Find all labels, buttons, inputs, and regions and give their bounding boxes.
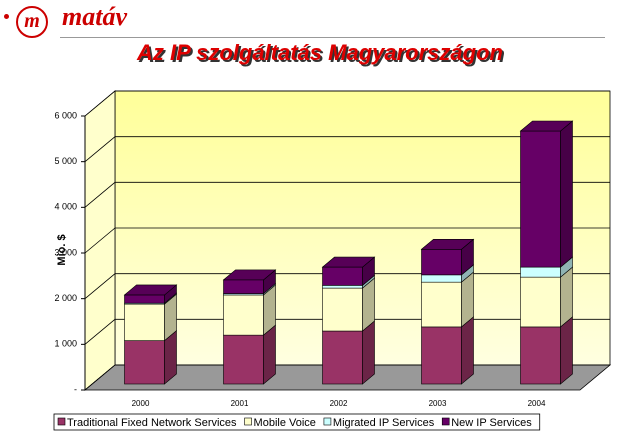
bar-top	[123, 284, 178, 296]
bar-segment	[223, 279, 264, 294]
bar-top	[420, 238, 475, 250]
header-rule	[60, 37, 605, 38]
bar-segment	[421, 326, 462, 385]
bar-segment	[322, 287, 363, 332]
bar-top	[222, 269, 277, 281]
bar-segment	[124, 340, 165, 385]
bar-segment	[124, 303, 165, 341]
bar-side	[461, 316, 474, 385]
x-tick-label: 2000	[132, 399, 150, 408]
bar-side	[362, 320, 375, 385]
bar-segment	[520, 326, 561, 385]
grid-line	[84, 181, 610, 208]
grid-line	[84, 227, 610, 254]
grid-line	[84, 90, 610, 117]
bar-side	[560, 120, 573, 268]
bar-segment	[520, 276, 561, 328]
bar-segment	[124, 294, 165, 304]
bar-segment	[520, 266, 561, 278]
y-tick-label: 5 000	[54, 156, 77, 166]
x-tick-label: 2004	[528, 399, 546, 408]
bar-top	[321, 256, 376, 268]
bar-segment	[322, 330, 363, 385]
logo-text: matáv	[62, 2, 127, 31]
chart-title: Az IP szolgáltatás Magyarországon	[137, 40, 503, 65]
x-tick-label: 2003	[429, 399, 447, 408]
bar-top	[519, 120, 574, 132]
y-tick-label: 3 000	[54, 247, 77, 257]
grid-line	[84, 136, 610, 162]
bar-side	[560, 266, 573, 328]
legend-label: New IP Services	[451, 417, 532, 429]
legend-label: Migrated IP Services	[333, 417, 435, 429]
legend-swatch	[441, 417, 450, 426]
legend-swatch	[57, 417, 66, 426]
bar-side	[560, 316, 573, 385]
bar-segment	[421, 248, 462, 276]
y-tick-label: 2 000	[54, 293, 77, 303]
bar-segment	[421, 274, 462, 283]
x-tick-label: 2002	[330, 399, 348, 408]
legend-label: Traditional Fixed Network Services	[67, 417, 237, 429]
x-tick-label: 2001	[231, 399, 249, 408]
y-axis-label: Mio. $	[56, 234, 68, 265]
y-tick-label: 6 000	[54, 110, 77, 120]
legend-box	[53, 413, 541, 431]
logo-dot	[4, 14, 9, 19]
bar-segment	[520, 130, 561, 268]
bar-segment	[223, 294, 264, 336]
legend-swatch	[244, 417, 252, 426]
bar-segment	[322, 285, 363, 289]
legend-swatch	[323, 417, 332, 426]
bar-segment	[421, 281, 462, 328]
bar-segment	[223, 334, 264, 385]
y-tick-label: -	[74, 384, 77, 394]
logo-mark: m	[16, 6, 48, 38]
legend-label: Mobile Voice	[254, 417, 316, 429]
y-tick-label: 4 000	[54, 202, 77, 212]
bar-segment	[322, 266, 363, 286]
y-tick-label: 1 000	[54, 339, 77, 349]
